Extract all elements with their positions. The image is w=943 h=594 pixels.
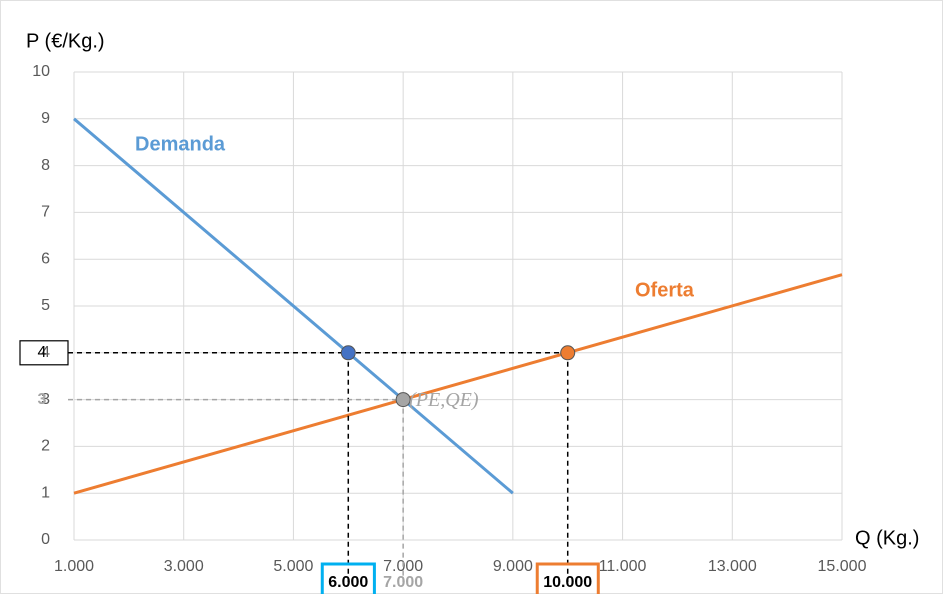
y-tick-label: 7 [41, 204, 50, 221]
x-tick-label: 7.000 [383, 558, 423, 575]
y-value-label: 4 [38, 344, 47, 361]
label-box [320, 562, 376, 594]
point-label: (PE,QE) [409, 389, 479, 411]
y-tick-label: 3 [41, 391, 50, 408]
y-tick-label: 6 [41, 250, 50, 267]
y-value-label: 3 [38, 391, 47, 408]
y-tick-label: 8 [41, 157, 50, 174]
series-label: Demanda [135, 133, 226, 155]
x-value-label: 7.000 [383, 574, 423, 591]
label-box [535, 562, 600, 594]
y-axis-title: P (€/Kg.) [26, 30, 105, 52]
y-tick-label: 5 [41, 297, 50, 314]
y-tick-label: 1 [41, 484, 50, 501]
label-box [19, 340, 69, 366]
x-value-label: 10.000 [543, 574, 592, 591]
y-tick-label: 2 [41, 438, 50, 455]
x-tick-label: 3.000 [164, 558, 204, 575]
y-tick-label: 9 [41, 110, 50, 127]
series-label: Oferta [635, 279, 695, 301]
x-tick-label: 13.000 [708, 558, 757, 575]
x-tick-label: 1.000 [54, 558, 94, 575]
series-line [73, 117, 514, 495]
x-tick-label: 9.000 [493, 558, 533, 575]
point [395, 392, 411, 408]
y-tick-label: 4 [41, 344, 50, 361]
point [340, 345, 356, 361]
point [560, 345, 576, 361]
x-tick-label: 5.000 [273, 558, 313, 575]
x-value-label: 6.000 [328, 574, 368, 591]
y-tick-label: 0 [41, 531, 50, 548]
x-tick-label: 15.000 [818, 558, 867, 575]
x-axis-title: Q (Kg.) [855, 527, 919, 549]
x-tick-label: 11.000 [599, 558, 647, 575]
series-line [73, 273, 843, 495]
y-tick-label: 10 [32, 63, 50, 80]
